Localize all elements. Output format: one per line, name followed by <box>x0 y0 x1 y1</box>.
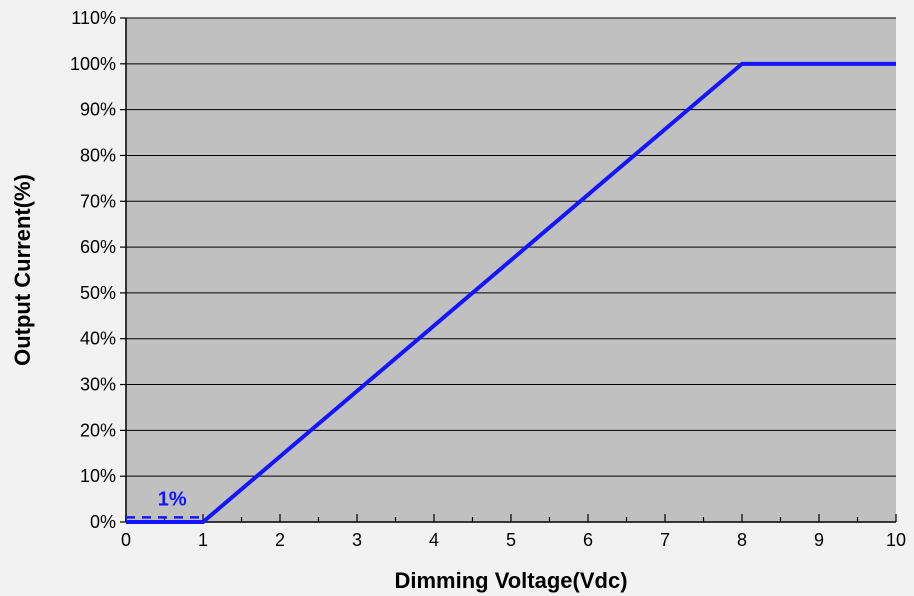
x-tick-label: 2 <box>275 530 285 550</box>
y-axis-title: Output Current(%) <box>10 174 35 366</box>
x-axis-title: Dimming Voltage(Vdc) <box>394 568 627 593</box>
y-tick-label: 10% <box>80 466 116 486</box>
x-tick-label: 5 <box>506 530 516 550</box>
y-tick-label: 80% <box>80 145 116 165</box>
x-tick-label: 3 <box>352 530 362 550</box>
y-tick-label: 60% <box>80 237 116 257</box>
x-tick-label: 0 <box>121 530 131 550</box>
y-tick-label: 100% <box>70 54 116 74</box>
y-tick-label: 70% <box>80 191 116 211</box>
x-tick-label: 7 <box>660 530 670 550</box>
x-axis: 0 1 2 3 4 5 6 7 8 9 10 <box>121 514 906 550</box>
x-tick-label: 10 <box>886 530 906 550</box>
x-tick-label: 9 <box>814 530 824 550</box>
output-current-line <box>126 61 896 524</box>
plot-area <box>126 18 896 522</box>
y-tick-label: 110% <box>71 8 116 28</box>
y-tick-label: 50% <box>80 283 116 303</box>
x-tick-label: 1 <box>198 530 208 550</box>
y-axis: 0% 10% 20% 30% 40% 50% 60% 70% 80% 90% 100% 110% <box>70 8 127 532</box>
y-tick-label: 0% <box>90 512 116 532</box>
annotation-label: 1% <box>158 488 187 510</box>
y-tick-label: 40% <box>80 329 116 349</box>
y-tick-label: 30% <box>80 375 116 395</box>
x-tick-label: 6 <box>583 530 593 550</box>
series-group <box>126 61 896 524</box>
x-tick-label: 8 <box>737 530 747 550</box>
y-tick-label: 20% <box>80 420 116 440</box>
x-tick-label: 4 <box>429 530 439 550</box>
annotations: 1% <box>158 488 187 510</box>
y-tick-label: 90% <box>80 100 116 120</box>
